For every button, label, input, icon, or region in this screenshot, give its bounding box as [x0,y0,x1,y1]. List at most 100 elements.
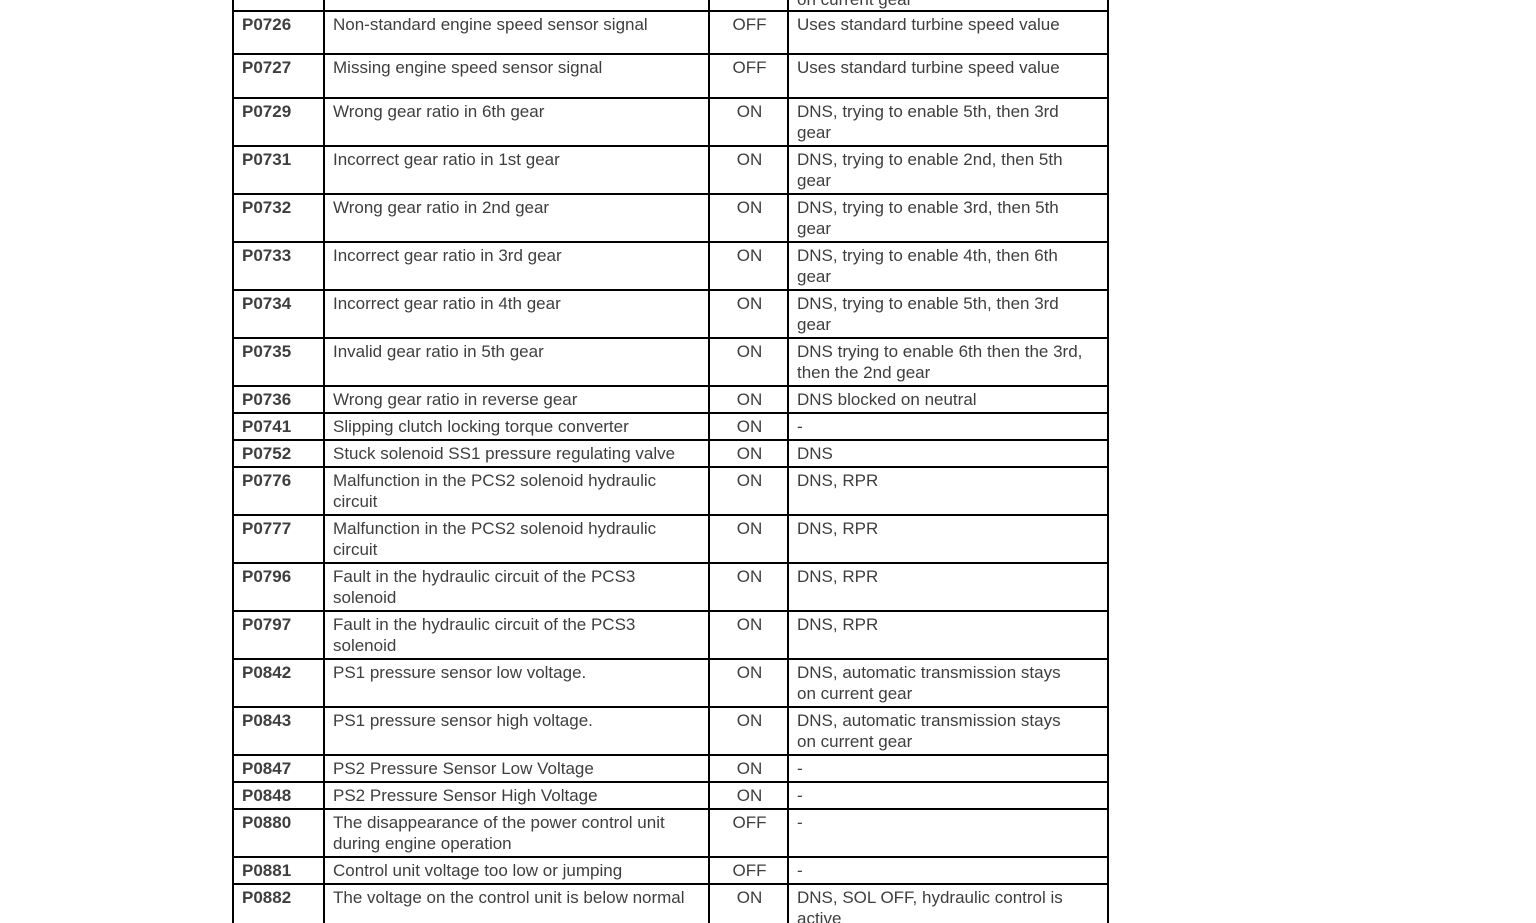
dtc-action: DNS, SOL OFF, hydraulic control is activ… [787,883,1109,923]
dtc-indicator-status: ON [708,439,789,468]
dtc-code: P0776 [232,466,325,516]
dtc-code: P0847 [232,754,325,783]
table-row: P0729 Wrong gear ratio in 6th gear ON DN… [232,97,1109,147]
dtc-action: DNS, RPR [787,610,1109,660]
table-row: P0797 Fault in the hydraulic circuit of … [232,610,1109,660]
dtc-code: P0734 [232,289,325,339]
dtc-code: P0882 [232,883,325,923]
dtc-action: DNS, RPR [787,466,1109,516]
clipped-action-text: on current gear [797,0,1101,9]
dtc-code: P0733 [232,241,325,291]
dtc-action: DNS, RPR [787,514,1109,564]
table-row: P0726 Non-standard engine speed sensor s… [232,10,1109,55]
table-row: P0842 PS1 pressure sensor low voltage. O… [232,658,1109,708]
dtc-code: P0732 [232,193,325,243]
dtc-code: P0731 [232,145,325,195]
dtc-action: - [787,856,1109,885]
dtc-description: Non-standard engine speed sensor signal [323,10,710,55]
table-row: P0882 The voltage on the control unit is… [232,883,1109,923]
table-row: P0741 Slipping clutch locking torque con… [232,412,1109,441]
dtc-table-body: on current gear P0726 Non-standard engin… [232,0,1109,923]
dtc-description: Fault in the hydraulic circuit of the PC… [323,610,710,660]
dtc-description: Incorrect gear ratio in 4th gear [323,289,710,339]
dtc-code: P0735 [232,337,325,387]
dtc-code: P0842 [232,658,325,708]
dtc-action: DNS, trying to enable 5th, then 3rd gear [787,289,1109,339]
dtc-indicator-status: OFF [708,10,789,55]
dtc-indicator-status: ON [708,466,789,516]
dtc-description: Missing engine speed sensor signal [323,53,710,99]
dtc-description: PS1 pressure sensor low voltage. [323,658,710,708]
dtc-code: P0736 [232,385,325,414]
dtc-table: on current gear P0726 Non-standard engin… [232,0,1109,923]
dtc-code: P0881 [232,856,325,885]
dtc-action: DNS, trying to enable 4th, then 6th gear [787,241,1109,291]
table-row: P0733 Incorrect gear ratio in 3rd gear O… [232,241,1109,291]
table-row: P0881 Control unit voltage too low or ju… [232,856,1109,885]
dtc-description: The voltage on the control unit is below… [323,883,710,923]
dtc-code: P0741 [232,412,325,441]
dtc-code: P0848 [232,781,325,810]
dtc-description: Fault in the hydraulic circuit of the PC… [323,562,710,612]
dtc-code: P0727 [232,53,325,99]
dtc-indicator-status: ON [708,193,789,243]
dtc-indicator-status: ON [708,289,789,339]
dtc-description: PS2 Pressure Sensor High Voltage [323,781,710,810]
dtc-code: P0729 [232,97,325,147]
dtc-action: on current gear [787,0,1109,12]
dtc-action: DNS blocked on neutral [787,385,1109,414]
dtc-action: Uses standard turbine speed value [787,10,1109,55]
dtc-code: P0726 [232,10,325,55]
dtc-indicator-status: ON [708,658,789,708]
table-row: P0736 Wrong gear ratio in reverse gear O… [232,385,1109,414]
dtc-code: P0843 [232,706,325,756]
dtc-indicator-status: ON [708,241,789,291]
table-row: P0734 Incorrect gear ratio in 4th gear O… [232,289,1109,339]
dtc-action: - [787,412,1109,441]
dtc-indicator-status: ON [708,706,789,756]
dtc-description: Slipping clutch locking torque converter [323,412,710,441]
dtc-indicator-status: ON [708,385,789,414]
table-row: P0777 Malfunction in the PCS2 solenoid h… [232,514,1109,564]
dtc-description: Malfunction in the PCS2 solenoid hydraul… [323,514,710,564]
dtc-action: - [787,754,1109,783]
dtc-action: DNS, trying to enable 3rd, then 5th gear [787,193,1109,243]
table-row: P0727 Missing engine speed sensor signal… [232,53,1109,99]
dtc-code: P0880 [232,808,325,858]
dtc-description: Wrong gear ratio in reverse gear [323,385,710,414]
dtc-description: Wrong gear ratio in 2nd gear [323,193,710,243]
dtc-action: DNS, automatic transmission stays on cur… [787,706,1109,756]
dtc-action: - [787,781,1109,810]
dtc-description: The disappearance of the power control u… [323,808,710,858]
dtc-description: PS1 pressure sensor high voltage. [323,706,710,756]
table-row: P0796 Fault in the hydraulic circuit of … [232,562,1109,612]
table-row-partial-top: on current gear [232,0,1109,12]
dtc-code: P0752 [232,439,325,468]
dtc-indicator-status: ON [708,883,789,923]
dtc-description [323,0,710,12]
dtc-indicator-status: ON [708,97,789,147]
dtc-action: Uses standard turbine speed value [787,53,1109,99]
table-row: P0848 PS2 Pressure Sensor High Voltage O… [232,781,1109,810]
dtc-description: Wrong gear ratio in 6th gear [323,97,710,147]
dtc-description: Incorrect gear ratio in 3rd gear [323,241,710,291]
table-row: P0880 The disappearance of the power con… [232,808,1109,858]
table-row: P0752 Stuck solenoid SS1 pressure regula… [232,439,1109,468]
table-row: P0735 Invalid gear ratio in 5th gear ON … [232,337,1109,387]
dtc-indicator-status: ON [708,514,789,564]
dtc-code [232,0,325,12]
dtc-indicator-status: ON [708,145,789,195]
dtc-action: - [787,808,1109,858]
table-row: P0843 PS1 pressure sensor high voltage. … [232,706,1109,756]
dtc-action: DNS, trying to enable 2nd, then 5th gear [787,145,1109,195]
dtc-indicator-status: OFF [708,856,789,885]
dtc-code: P0777 [232,514,325,564]
dtc-action: DNS, RPR [787,562,1109,612]
table-row: P0732 Wrong gear ratio in 2nd gear ON DN… [232,193,1109,243]
dtc-description: Malfunction in the PCS2 solenoid hydraul… [323,466,710,516]
dtc-action: DNS, automatic transmission stays on cur… [787,658,1109,708]
dtc-description: PS2 Pressure Sensor Low Voltage [323,754,710,783]
dtc-code: P0797 [232,610,325,660]
dtc-indicator-status: ON [708,610,789,660]
dtc-action: DNS [787,439,1109,468]
